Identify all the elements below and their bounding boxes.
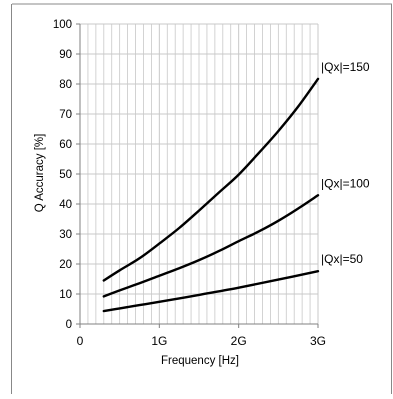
series-line — [102, 77, 320, 282]
series-end-label: |Qx|=100 — [321, 176, 370, 190]
y-tick-label: 0 — [66, 319, 72, 331]
x-tick-label: 2G — [231, 334, 247, 348]
y-tick-label: 20 — [59, 259, 72, 271]
y-tick-label: 60 — [59, 139, 72, 151]
y-tick-label: 70 — [59, 109, 72, 121]
tick-labels: 0 10 20 30 40 50 60 70 80 90 100 0 1G 2G 3G — [53, 19, 326, 348]
x-tick-label: 3G — [310, 334, 326, 348]
series-labels: |Qx|=150 |Qx|=100 |Qx|=50 — [321, 60, 370, 266]
y-tick-label: 40 — [59, 199, 72, 211]
series-end-label: |Qx|=150 — [321, 60, 370, 74]
y-axis-label: Q Accuracy [%] — [34, 134, 46, 213]
x-tick-label: 0 — [77, 334, 84, 348]
y-tick-label: 100 — [53, 19, 72, 31]
y-tick-label: 50 — [59, 169, 72, 181]
axes — [76, 23, 319, 328]
y-tick-label: 30 — [59, 229, 72, 241]
x-axis-label: Frequency [Hz] — [161, 355, 239, 367]
y-tick-label: 10 — [59, 289, 72, 301]
series-line — [102, 194, 320, 298]
y-tick-label: 90 — [59, 49, 72, 61]
series-lines — [102, 77, 320, 313]
series-end-label: |Qx|=50 — [321, 252, 363, 266]
series-line — [102, 270, 320, 313]
y-tick-label: 80 — [59, 79, 72, 91]
x-tick-label: 1G — [151, 334, 167, 348]
